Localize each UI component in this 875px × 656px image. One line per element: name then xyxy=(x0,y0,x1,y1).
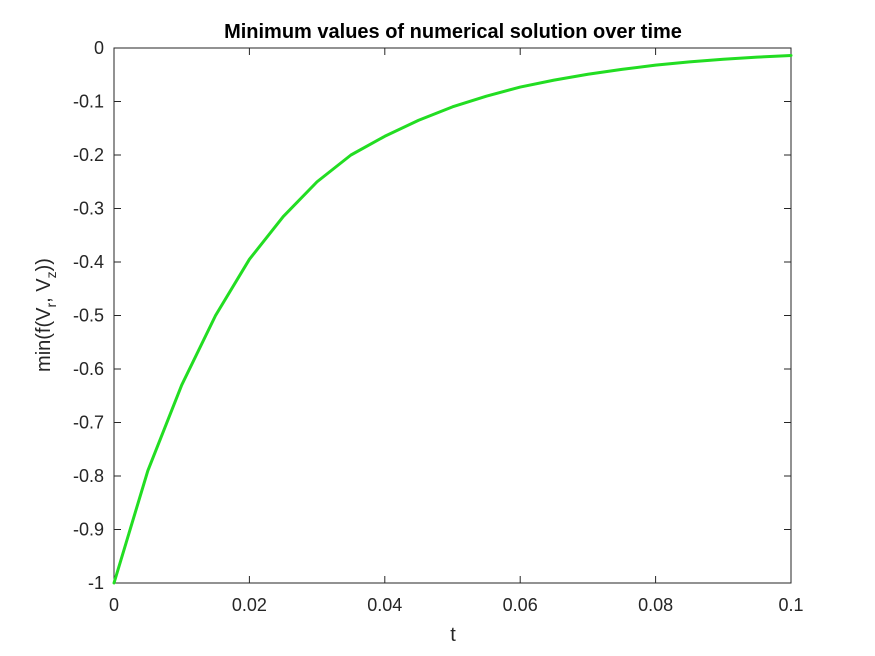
y-tick-label: 0 xyxy=(94,38,104,58)
y-tick-label: -0.4 xyxy=(73,252,104,272)
x-tick-label: 0.06 xyxy=(503,595,538,615)
chart-title: Minimum values of numerical solution ove… xyxy=(224,21,682,43)
y-axis-label-sub2: z xyxy=(43,271,59,278)
y-tick-label: -1 xyxy=(88,573,104,593)
y-axis-label-prefix: min(f(V xyxy=(33,307,55,372)
y-tick-label: -0.3 xyxy=(73,199,104,219)
tick-labels: 0 0.02 0.04 0.06 0.08 0.1 0 -0.1 -0.2 -0.3 -0.4 -0.… xyxy=(73,38,804,615)
x-tick-label: 0.1 xyxy=(778,595,803,615)
y-axis-label-suffix: )) xyxy=(33,258,55,271)
y-tick-label: -0.1 xyxy=(73,92,104,112)
y-axis-label-sub1: r xyxy=(43,303,59,308)
y-tick-label: -0.9 xyxy=(73,520,104,540)
x-tick-label: 0.04 xyxy=(367,595,402,615)
y-tick-label: -0.5 xyxy=(73,306,104,326)
series-layer xyxy=(112,53,793,585)
ticks xyxy=(113,47,792,584)
x-axis-label: t xyxy=(450,624,456,646)
y-tick-label: -0.2 xyxy=(73,145,104,165)
x-tick-label: 0.08 xyxy=(638,595,673,615)
y-tick-label: -0.6 xyxy=(73,359,104,379)
y-axis-label-middle: , V xyxy=(33,278,55,303)
y-tick-label: -0.7 xyxy=(73,413,104,433)
plot-area xyxy=(113,47,792,584)
x-tick-label: 0 xyxy=(109,595,119,615)
y-tick-label: -0.8 xyxy=(73,466,104,486)
y-axis-label: min(f(Vr, Vz)) xyxy=(33,258,59,372)
x-tick-label: 0.02 xyxy=(232,595,267,615)
series-line xyxy=(112,53,793,585)
